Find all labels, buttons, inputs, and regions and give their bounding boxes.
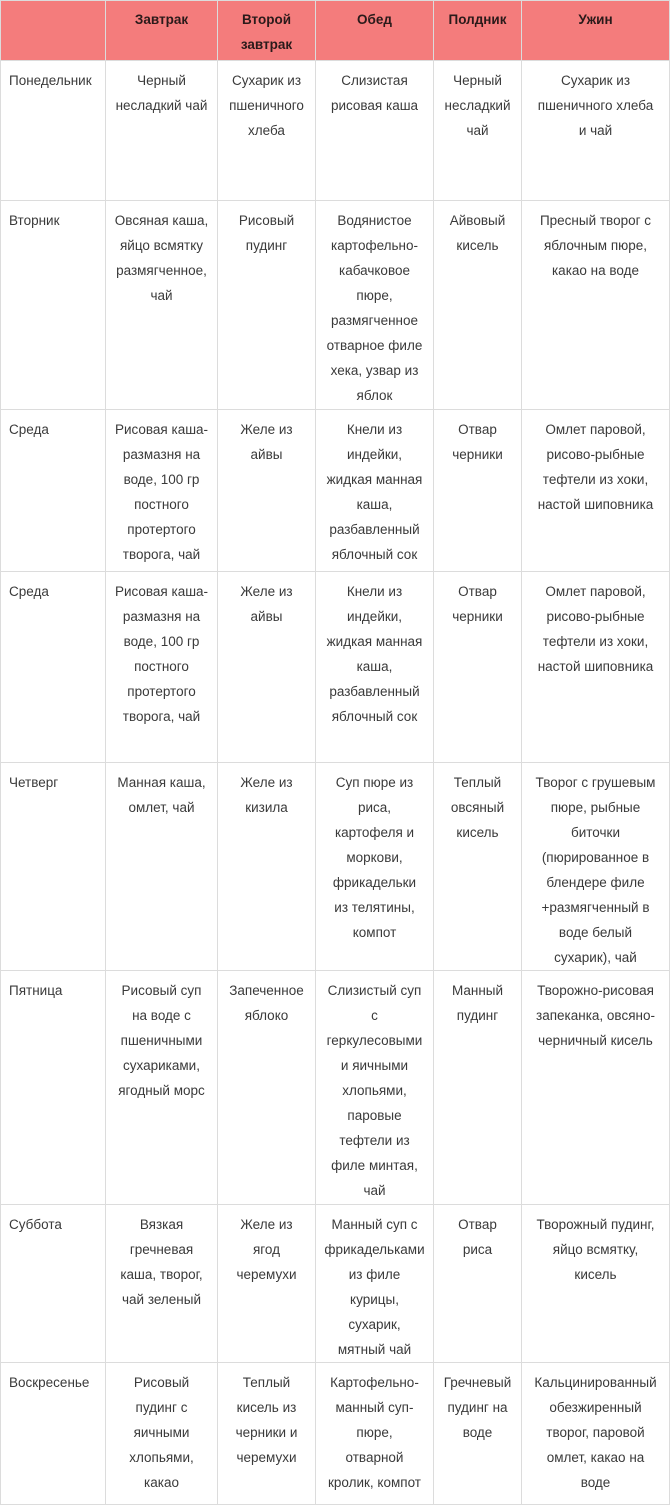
meal-cell: Творожный пудинг, яйцо всмятку, кисель [521,1204,670,1363]
meal-cell: Теплый овсяный кисель [433,762,522,971]
day-cell: Среда [0,571,106,763]
meal-cell: Кнели из индейки, жидкая манная каша, ра… [315,409,434,572]
meal-cell: Отвар черники [433,409,522,572]
meal-cell: Водянистое картофельно- кабачковое пюре,… [315,200,434,410]
header-empty [0,0,106,61]
meal-cell: Манная каша, омлет, чай [105,762,218,971]
meal-cell: Отвар риса [433,1204,522,1363]
meal-cell: Омлет паровой, рисово-рыбные тефтели из … [521,571,670,763]
meal-cell: Рисовая каша- размазня на воде, 100 гр п… [105,571,218,763]
header-breakfast: Завтрак [105,0,218,61]
meal-cell: Желе из кизила [217,762,316,971]
meal-cell: Отвар черники [433,571,522,763]
header-lunch: Обед [315,0,434,61]
header-row: Завтрак Второй завтрак Обед Полдник Ужин [0,0,670,61]
meal-cell: Желе из ягод черемухи [217,1204,316,1363]
table-row: Четверг Манная каша, омлет, чай Желе из ки… [0,762,670,971]
meal-cell: Творожно-рисовая запеканка, овсяно- черн… [521,970,670,1205]
meal-cell: Черный несладкий чай [433,60,522,201]
header-second-breakfast: Второй завтрак [217,0,316,61]
meal-cell: Айвовый кисель [433,200,522,410]
meal-cell: Желе из айвы [217,571,316,763]
meal-cell: Кальцинированный обезжиренный творог, па… [521,1362,670,1505]
meal-cell: Рисовый пудинг [217,200,316,410]
table-row: Понедельник Черный несладкий чай Сухарик и… [0,60,670,201]
meal-cell: Желе из айвы [217,409,316,572]
header-afternoon-snack: Полдник [433,0,522,61]
meal-cell: Овсяная каша, яйцо всмятку размягченное,… [105,200,218,410]
table-row: Среда Рисовая каша- размазня на воде, 100… [0,409,670,572]
table-row: Пятница Рисовый суп на воде с пшеничными … [0,970,670,1205]
meal-cell: Омлет паровой, рисово-рыбные тефтели из … [521,409,670,572]
meal-cell: Картофельно- манный суп- пюре, отварной … [315,1362,434,1505]
meal-cell: Манный суп с фрикадельками из филе куриц… [315,1204,434,1363]
meal-cell: Вязкая гречневая каша, творог, чай зелен… [105,1204,218,1363]
header-dinner: Ужин [521,0,670,61]
meal-cell: Творог с грушевым пюре, рыбные биточки (… [521,762,670,971]
meal-cell: Запеченное яблоко [217,970,316,1205]
day-cell: Воскресенье [0,1362,106,1505]
day-cell: Среда [0,409,106,572]
meal-cell: Рисовая каша- размазня на воде, 100 гр п… [105,409,218,572]
meal-cell: Рисовый пудинг с яичными хлопьями, какао [105,1362,218,1505]
meal-cell: Кнели из индейки, жидкая манная каша, ра… [315,571,434,763]
meal-cell: Манный пудинг [433,970,522,1205]
meal-cell: Рисовый суп на воде с пшеничными сухарик… [105,970,218,1205]
meal-cell: Слизистый суп с геркулесовыми и яичными … [315,970,434,1205]
meal-cell: Пресный творог с яблочным пюре, какао на… [521,200,670,410]
day-cell: Суббота [0,1204,106,1363]
meal-cell: Черный несладкий чай [105,60,218,201]
table-row: Суббота Вязкая гречневая каша, творог, ча… [0,1204,670,1363]
day-cell: Понедельник [0,60,106,201]
table-row: Вторник Овсяная каша, яйцо всмятку размяг… [0,200,670,410]
meal-cell: Суп пюре из риса, картофеля и моркови, ф… [315,762,434,971]
day-cell: Вторник [0,200,106,410]
day-cell: Четверг [0,762,106,971]
day-cell: Пятница [0,970,106,1205]
table-row: Среда Рисовая каша- размазня на воде, 100… [0,571,670,763]
meal-cell: Сухарик из пшеничного хлеба [217,60,316,201]
meal-cell: Гречневый пудинг на воде [433,1362,522,1505]
meal-cell: Слизистая рисовая каша [315,60,434,201]
meal-cell: Сухарик из пшеничного хлеба и чай [521,60,670,201]
meal-cell: Теплый кисель из черники и черемухи [217,1362,316,1505]
table-row: Воскресенье Рисовый пудинг с яичными хлоп… [0,1362,670,1505]
